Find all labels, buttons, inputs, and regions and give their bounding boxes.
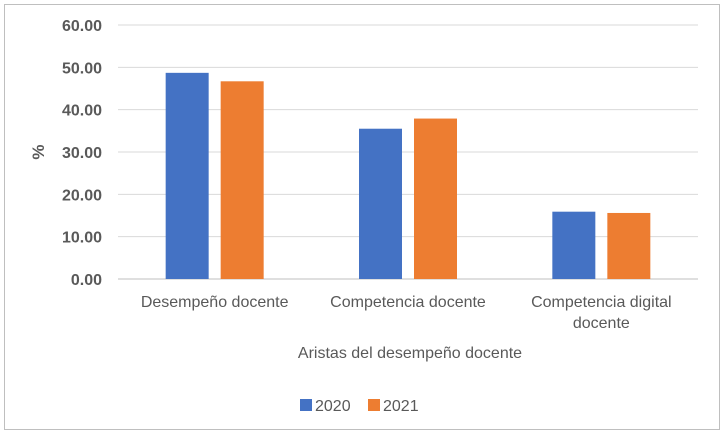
y-tick-label: 30.00 [62, 145, 102, 162]
y-tick-label: 0.00 [71, 272, 102, 289]
y-tick-label: 40.00 [62, 103, 102, 120]
y-axis-title: % [29, 144, 48, 159]
bar-2020-1 [165, 72, 209, 279]
legend: 2020 2021 [300, 398, 419, 415]
legend-label-2021: 2021 [383, 398, 419, 415]
y-tick-label: 50.00 [62, 60, 102, 77]
bar-2021-1 [220, 81, 264, 279]
x-axis-category-labels: Desempeño docente Competencia docente Comp… [141, 294, 672, 332]
bars [165, 72, 651, 279]
x-category-label: Competencia digital [531, 294, 672, 311]
x-category-label: Competencia docente [330, 294, 486, 311]
x-axis-title: Aristas del desempeño docente [298, 345, 522, 362]
y-tick-label: 10.00 [62, 230, 102, 247]
legend-swatch-2020 [300, 399, 312, 411]
gridlines [118, 24, 698, 280]
legend-swatch-2021 [368, 399, 380, 411]
y-axis-tick-labels: 0.00 10.00 20.00 30.00 40.00 50.00 60.00 [62, 18, 102, 289]
x-category-label: Desempeño docente [141, 294, 289, 311]
bar-2020-2 [359, 128, 402, 279]
x-category-label: docente [573, 315, 630, 332]
legend-label-2020: 2020 [315, 398, 351, 415]
bar-2021-3 [607, 212, 651, 279]
y-tick-label: 20.00 [62, 187, 102, 204]
bar-2020-3 [552, 211, 596, 279]
y-tick-label: 60.00 [62, 18, 102, 35]
bar-2021-2 [414, 118, 457, 279]
